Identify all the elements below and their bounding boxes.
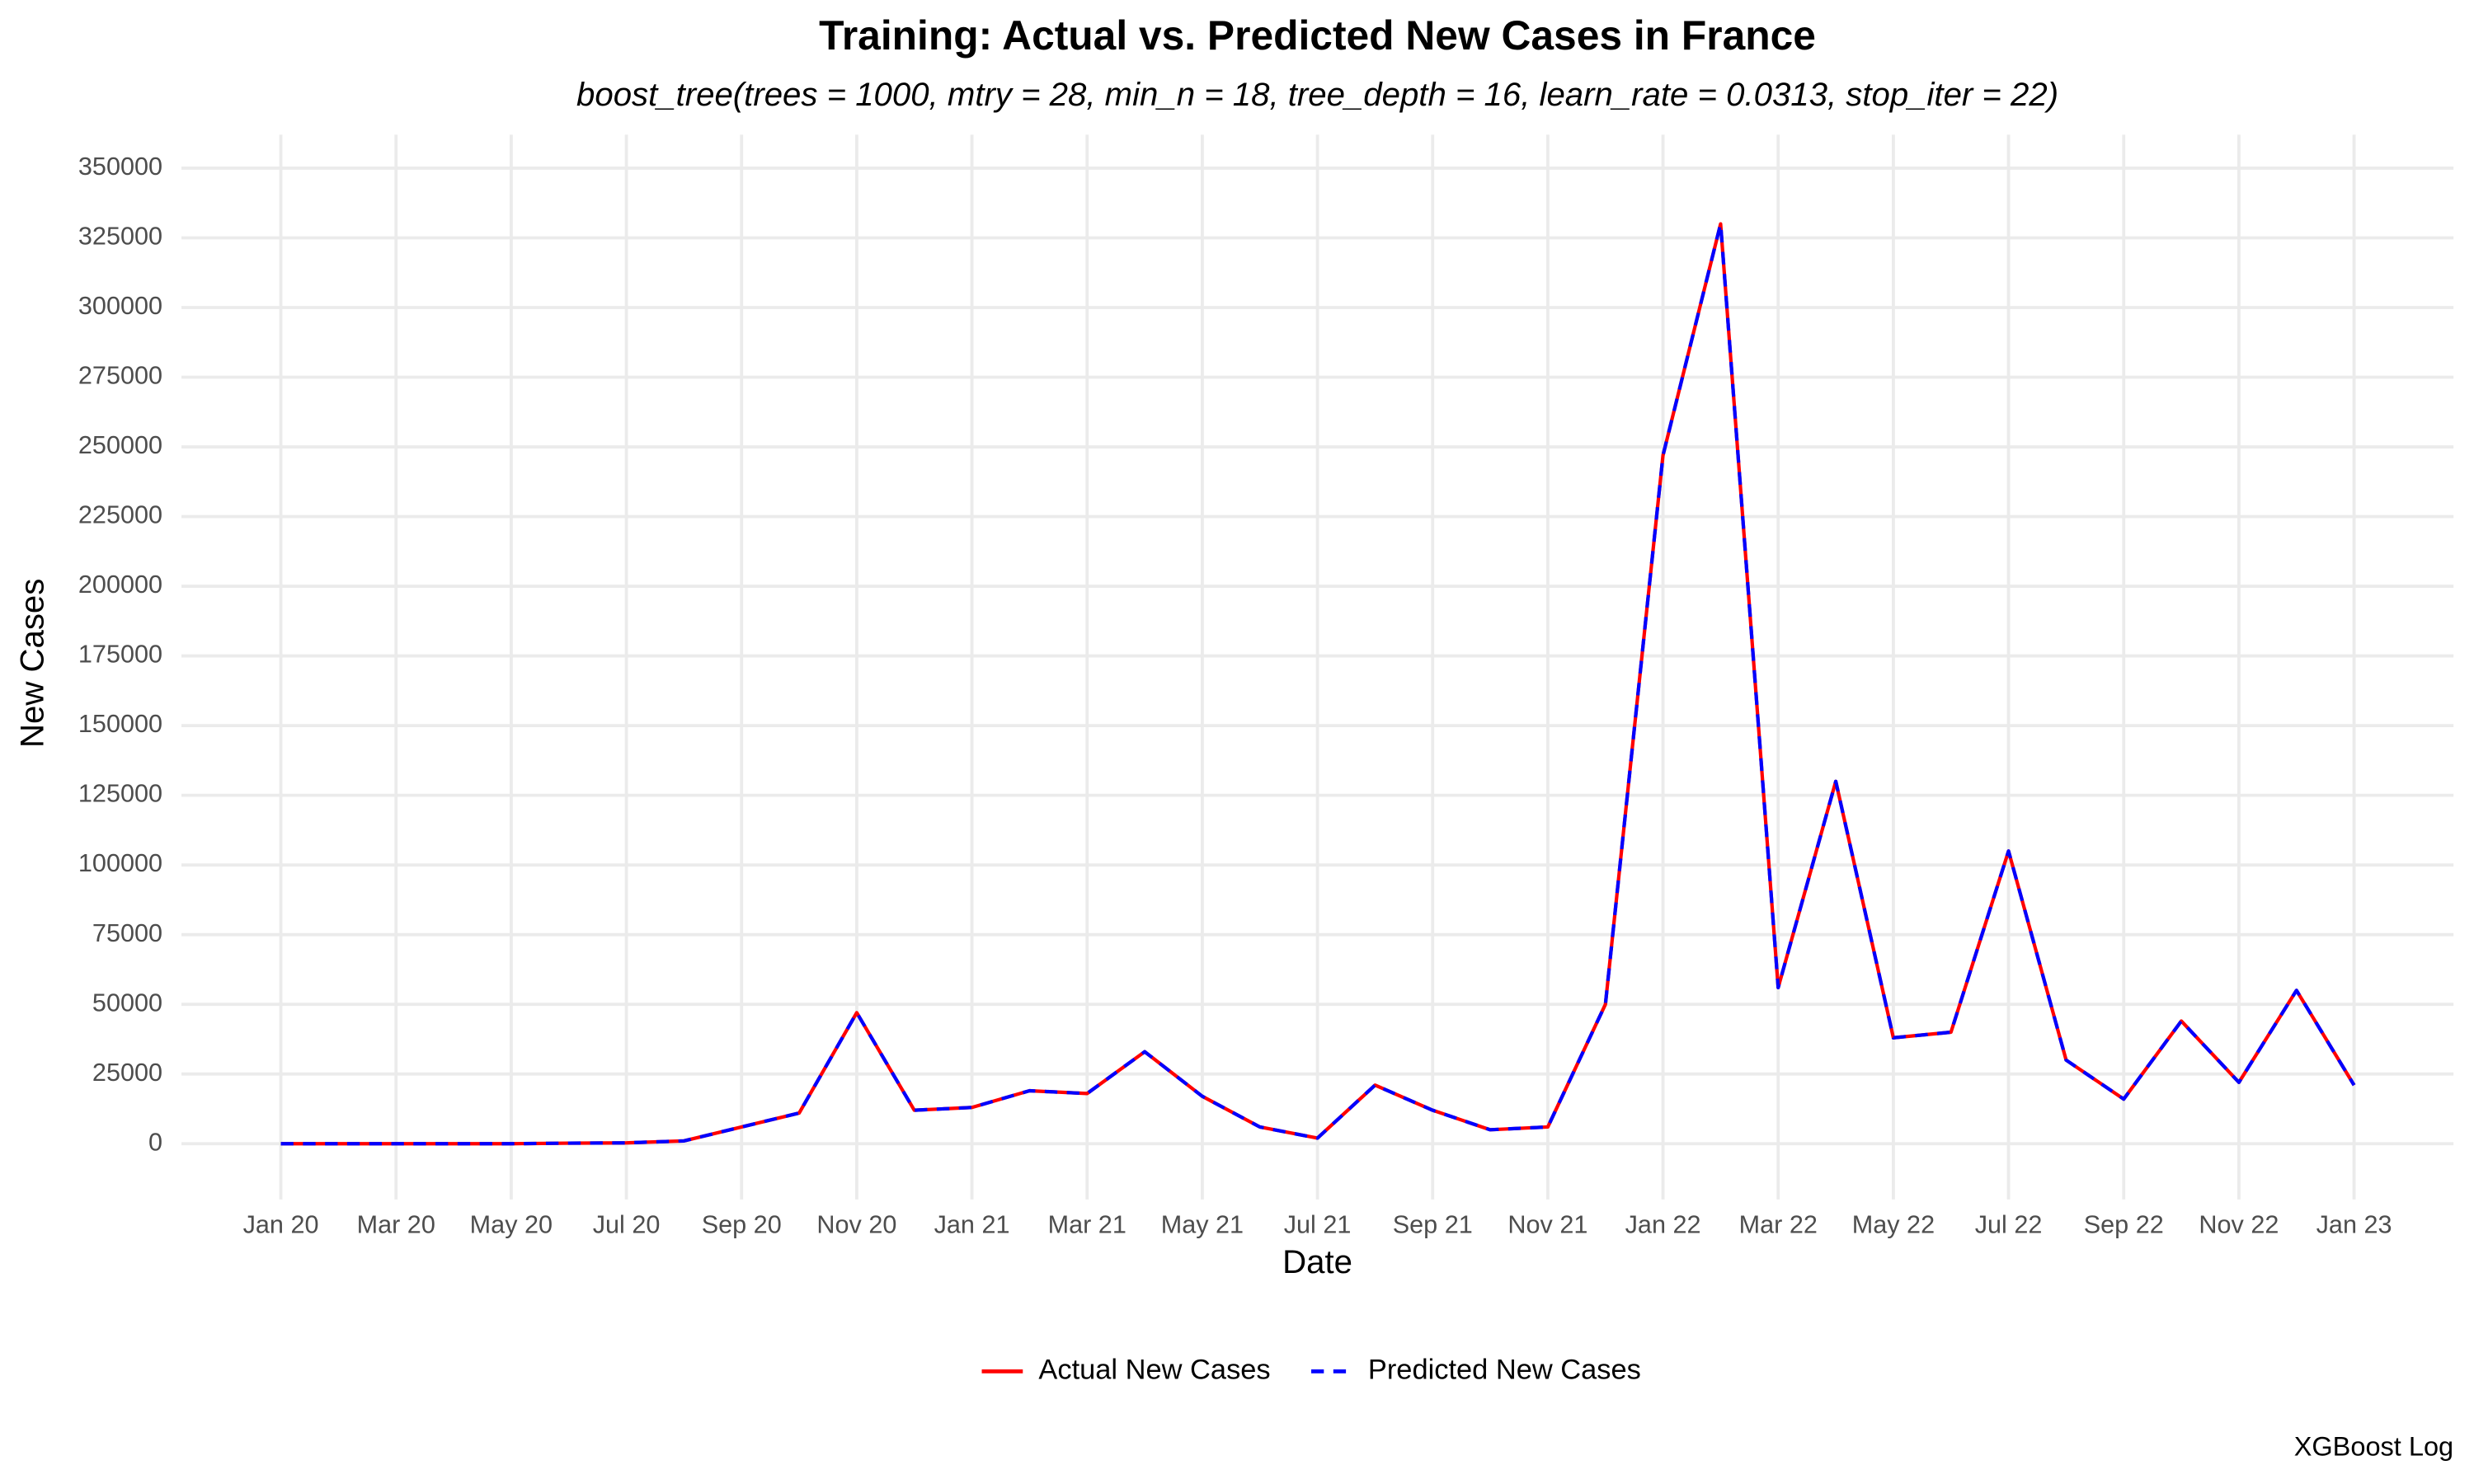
- x-tick-label: May 21: [1161, 1210, 1244, 1238]
- x-tick-label: Jan 23: [2316, 1210, 2392, 1238]
- y-tick-label: 100000: [78, 849, 162, 877]
- plot-lines: [280, 222, 2356, 1146]
- y-tick-label: 250000: [78, 431, 162, 459]
- x-tick-label: Jan 21: [934, 1210, 1010, 1238]
- series-line: [280, 222, 2356, 1146]
- y-tick-label: 350000: [78, 153, 162, 181]
- y-axis-title: New Cases: [14, 579, 51, 748]
- x-tick-label: May 22: [1852, 1210, 1935, 1238]
- x-tick-label: Nov 21: [1507, 1210, 1587, 1238]
- x-tick-label: Mar 22: [1739, 1210, 1818, 1238]
- x-tick-label: Jan 20: [243, 1210, 319, 1238]
- y-tick-label: 125000: [78, 780, 162, 808]
- x-tick-label: Sep 22: [2084, 1210, 2164, 1238]
- x-tick-label: Mar 21: [1048, 1210, 1126, 1238]
- y-tick-label: 200000: [78, 571, 162, 599]
- x-tick-label: Sep 21: [1393, 1210, 1473, 1238]
- chart-subtitle: boost_tree(trees = 1000, mtry = 28, min_…: [576, 76, 2058, 113]
- y-tick-label: 225000: [78, 501, 162, 529]
- chart-title: Training: Actual vs. Predicted New Cases…: [819, 12, 1816, 59]
- x-tick-label: Sep 20: [702, 1210, 782, 1238]
- y-tick-label: 275000: [78, 362, 162, 390]
- y-tick-label: 150000: [78, 710, 162, 738]
- grid: 0 25000 50000 75000 100000 125000 150000 175000…: [78, 134, 2454, 1238]
- x-axis-title: Date: [1282, 1243, 1352, 1280]
- x-tick-label: Jul 20: [593, 1210, 661, 1238]
- y-tick-label: 0: [148, 1128, 162, 1156]
- caption: XGBoost Log: [2294, 1432, 2453, 1462]
- x-tick-label: Nov 20: [816, 1210, 896, 1238]
- y-tick-label: 325000: [78, 223, 162, 251]
- legend: Actual New Cases Predicted New Cases: [981, 1354, 1641, 1385]
- x-tick-label: Mar 20: [357, 1210, 435, 1238]
- x-tick-label: May 20: [470, 1210, 553, 1238]
- legend-label: Predicted New Cases: [1368, 1354, 1641, 1385]
- y-tick-label: 50000: [92, 989, 162, 1017]
- x-tick-label: Nov 22: [2199, 1210, 2279, 1238]
- legend-label: Actual New Cases: [1038, 1354, 1270, 1385]
- y-tick-label: 175000: [78, 641, 162, 669]
- x-tick-label: Jan 22: [1625, 1210, 1701, 1238]
- y-tick-label: 300000: [78, 292, 162, 320]
- x-tick-label: Jul 21: [1284, 1210, 1352, 1238]
- y-tick-label: 25000: [92, 1059, 162, 1087]
- x-tick-label: Jul 22: [1975, 1210, 2043, 1238]
- y-tick-label: 75000: [92, 919, 162, 947]
